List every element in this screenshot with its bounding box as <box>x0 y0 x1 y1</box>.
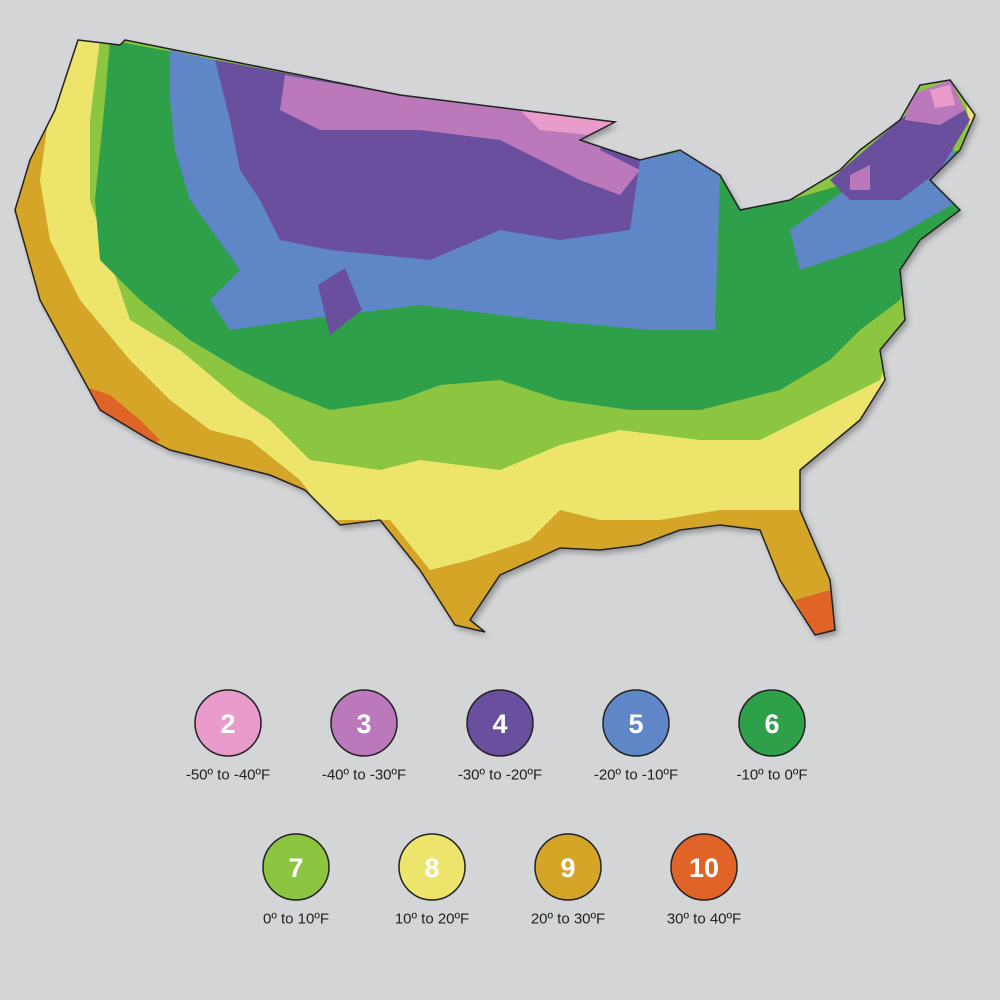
zone-number: 10 <box>689 853 719 883</box>
zone-number: 5 <box>628 709 643 739</box>
zone-range: -10º to 0ºF <box>737 767 808 784</box>
zone-number: 8 <box>424 853 439 883</box>
zone-range: -30º to -20ºF <box>458 767 542 784</box>
zone-region <box>280 75 640 195</box>
zone-number: 3 <box>356 709 371 739</box>
zone-swatch <box>670 833 738 901</box>
zone-number: 4 <box>492 709 507 739</box>
zone-region <box>930 85 955 108</box>
zone-swatch <box>262 833 330 901</box>
zone-region <box>850 165 870 190</box>
zone-region <box>520 110 615 135</box>
zone-swatch <box>602 689 670 757</box>
zone-number: 2 <box>220 709 235 739</box>
zone-range: 20º to 30ºF <box>531 911 605 928</box>
zone-swatch <box>330 689 398 757</box>
zone-number: 7 <box>288 853 303 883</box>
zone-number: 9 <box>560 853 575 883</box>
zone-swatch <box>398 833 466 901</box>
zone-range: 0º to 10ºF <box>263 911 329 928</box>
zone-range: -50º to -40ºF <box>186 767 270 784</box>
legend: 2 -50º to -40ºF 3 -40º to -30ºF 4 -30º to -20… <box>186 689 808 928</box>
zone-range: 30º to 40ºF <box>667 911 741 928</box>
zone-range: 10º to 20ºF <box>395 911 469 928</box>
zone-swatch <box>738 689 806 757</box>
zone-swatch <box>194 689 262 757</box>
zone-region <box>80 385 160 445</box>
zone-range: -40º to -30ºF <box>322 767 406 784</box>
zone-range: -20º to -10ºF <box>594 767 678 784</box>
zone-number: 6 <box>764 709 779 739</box>
zone-region <box>318 268 362 335</box>
zone-swatch <box>534 833 602 901</box>
zone-region <box>795 590 835 635</box>
zone-regions <box>15 40 975 635</box>
zone-swatch <box>466 689 534 757</box>
